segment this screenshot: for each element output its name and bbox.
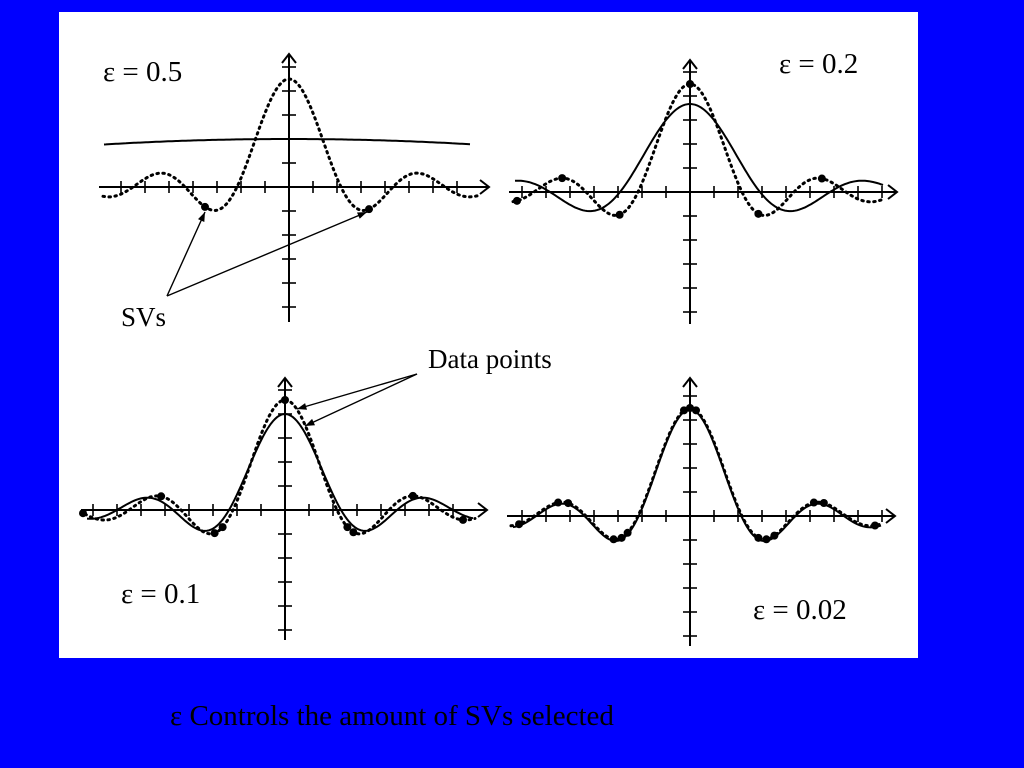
eps-0.2-data-point-1 [558, 174, 567, 183]
eps-0.02-data-point-2 [692, 406, 700, 415]
eps-0.1-data-point-8 [459, 515, 467, 524]
eps-0.5-data-point-1 [365, 205, 373, 214]
eps-0.02-data-point-1 [686, 404, 694, 412]
eps-0.5-y-axis-arrow [281, 52, 297, 64]
eps-0.1-x-axis-arrow [477, 502, 489, 518]
svs-arrow-left-head [198, 212, 205, 222]
eps-0.1-data-point-4 [218, 523, 227, 532]
eps-0.1-data-point-7 [79, 509, 87, 518]
eps-0.02-data-point-0 [680, 406, 688, 415]
eps-0.02-data-point-3 [554, 498, 563, 507]
data-points-arrow-lower-head [305, 418, 315, 426]
eps-0.1-target-curve [83, 398, 477, 536]
eps-0.2-x-axis-arrow [887, 184, 899, 200]
eps-0.2-fit-curve [514, 103, 884, 213]
eps-0.02-data-point-5 [809, 498, 818, 507]
svs-arrow-right [166, 211, 368, 297]
eps-0.02-data-point-14 [871, 521, 879, 530]
eps-0.1-y-axis-arrow [277, 376, 293, 388]
eps-0.02-data-point-7 [609, 535, 618, 544]
eps-0.1-data-point-3 [210, 529, 219, 538]
data-points-arrow-upper [296, 373, 418, 410]
eps-0.02-data-point-6 [819, 499, 828, 508]
data-points-arrow-upper-head [297, 403, 307, 410]
eps-0.02-data-point-10 [754, 533, 763, 542]
eps-0.02-data-point-12 [770, 531, 779, 540]
eps-0.1-data-point-1 [157, 492, 166, 501]
eps-0.02-y-axis-arrow [682, 376, 698, 388]
eps-0.2-data-point-3 [615, 210, 624, 219]
svs-annotation-label: SVs [121, 302, 167, 332]
eps-0.2-data-point-5 [513, 196, 521, 205]
eps-0.02-data-point-8 [617, 533, 626, 542]
eps-0.1-data-point-5 [349, 528, 358, 537]
eps-0.02-data-point-13 [515, 520, 523, 529]
eps-0.02-target-curve [509, 406, 885, 541]
eps-0.1-data-point-6 [343, 523, 352, 532]
eps-0.02-data-point-9 [623, 528, 632, 537]
figure-svg [79, 52, 899, 646]
eps-0.5-target-curve [101, 77, 479, 213]
eps-0.2-data-point-2 [817, 174, 826, 183]
eps-0.1-fit-curve [86, 412, 474, 532]
slide-caption: ε Controls the amount of SVs selected [170, 702, 614, 731]
caption-text: Controls the amount of SVs selected [189, 700, 614, 732]
epsilon-symbol: ε [170, 700, 183, 732]
svs-arrow-left [166, 211, 206, 297]
data-points-arrow-lower [304, 373, 418, 427]
eps-0.5-x-axis-arrow [479, 179, 491, 195]
plot-label-eps-0.5: ε = 0.5 [103, 56, 183, 88]
eps-0.2-y-axis-arrow [682, 58, 698, 70]
eps-0.02-fit-curve [512, 408, 882, 542]
eps-0.2-data-point-4 [754, 209, 763, 218]
data-points-annotation-label: Data points [428, 344, 552, 374]
plot-label-eps-0.02: ε = 0.02 [753, 594, 847, 626]
svs-arrow-right-head [357, 212, 367, 219]
eps-0.5-fit-curve [103, 138, 471, 146]
figure-panel: ε = 0.5 ε = 0.2 ε = 0.1 ε = 0.02 SVs Dat… [59, 12, 918, 658]
eps-0.02-x-axis-arrow [885, 508, 897, 524]
plot-label-eps-0.1: ε = 0.1 [121, 578, 201, 610]
eps-0.02-data-point-4 [564, 499, 573, 508]
eps-0.02-data-point-11 [762, 535, 771, 544]
eps-0.1-data-point-0 [281, 396, 289, 404]
eps-0.1-data-point-2 [408, 491, 417, 500]
eps-0.5-data-point-0 [201, 202, 209, 211]
eps-0.2-data-point-0 [686, 80, 694, 88]
eps-0.2-target-curve [511, 82, 887, 217]
plot-label-eps-0.2: ε = 0.2 [779, 48, 859, 80]
